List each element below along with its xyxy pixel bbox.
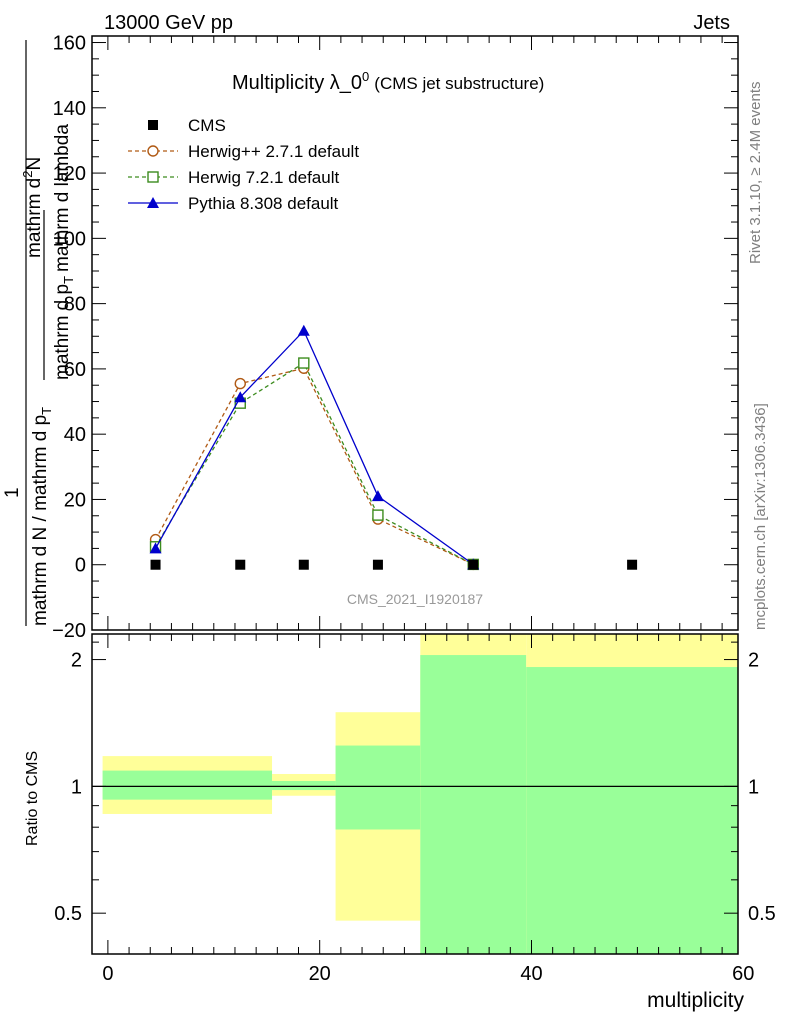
ratio-y-label: Ratio to CMS: [24, 751, 41, 846]
y-tick-label: −20: [52, 620, 86, 642]
y-tick-label: 100: [53, 228, 86, 250]
data-point: [150, 559, 161, 570]
y-label-right-den-b: mathrm d lambda: [52, 124, 73, 272]
ratio-y-tick-label: 1: [71, 776, 82, 798]
y-tick-label: 20: [64, 489, 86, 511]
data-point: [468, 559, 479, 570]
y-label-denominator-text: mathrm d N / mathrm d p: [30, 415, 51, 626]
data-point: [372, 509, 384, 521]
legend-marker: [148, 120, 158, 130]
data-point: [371, 490, 384, 502]
legend-label: Pythia 8.308 default: [188, 194, 339, 213]
main-panel-series: [149, 324, 638, 571]
y-tick-label: 0: [75, 555, 86, 577]
ratio-y-tick-label: 0.5: [54, 903, 82, 925]
y-tick-label: 40: [64, 424, 86, 446]
main-y-axis-label: 1 mathrm d N / mathrm d pT mathrm d2N ma…: [2, 40, 76, 626]
y-label-right-num-b: N: [24, 157, 45, 171]
data-point: [149, 542, 162, 554]
data-point: [297, 324, 310, 336]
data-point: [235, 559, 246, 570]
ratio-band-inner: [335, 745, 421, 830]
data-point: [298, 559, 309, 570]
analysis-watermark: CMS_2021_I1920187: [347, 591, 483, 607]
y-tick-label: 60: [64, 359, 86, 381]
y-tick-label: 160: [53, 33, 86, 55]
series-pythia-8-308-default: [149, 324, 480, 570]
legend-entry-cms: CMS: [148, 116, 226, 135]
legend-marker: [147, 197, 159, 208]
legend-entry-herwig-2-7-1-default: Herwig++ 2.7.1 default: [128, 142, 359, 161]
series-herwig-2-7-1-default: [149, 362, 479, 571]
chart-title-sup: 0: [362, 69, 369, 84]
legend-label: Herwig 7.2.1 default: [188, 168, 339, 187]
legend-marker: [147, 145, 159, 157]
header-left: 13000 GeV pp: [104, 12, 233, 34]
y-label-right-den-a: mathrm d p: [52, 284, 73, 380]
ratio-y-tick-label: 2: [71, 650, 82, 672]
y-label-denominator-sub: T: [39, 407, 54, 415]
legend-entry-herwig-7-2-1-default: Herwig 7.2.1 default: [128, 168, 339, 187]
legend-entry-pythia-8-308-default: Pythia 8.308 default: [128, 194, 339, 213]
y-tick-label: 140: [53, 98, 86, 120]
y-label-numerator: 1: [2, 487, 23, 498]
chart-title: Multiplicity λ_00 (CMS jet substructure): [232, 69, 544, 94]
x-axis-label: multiplicity: [647, 989, 744, 1012]
y-label-right-num-sup: 2: [20, 171, 35, 178]
main-panel-ticks: −20 0 20 40 60 80 100 120 140 160: [52, 33, 738, 642]
ratio-band-inner: [272, 780, 336, 791]
series-line: [154, 329, 474, 565]
x-tick-label: 40: [520, 963, 542, 985]
x-tick-label: 0: [102, 963, 113, 985]
y-tick-label: 80: [64, 294, 86, 316]
x-tick-label: 60: [732, 963, 754, 985]
ratio-band-inner: [420, 655, 527, 954]
ratio-panel-ticks: 0.5 0.51 12 20 20 40 60: [54, 634, 776, 985]
y-label-right-num-a: mathrm d: [24, 178, 45, 258]
chart-subtitle: (CMS jet substructure): [374, 74, 544, 93]
data-point: [298, 357, 310, 369]
ratio-panel-frame: [91, 633, 739, 955]
chart-title-main: Multiplicity λ_0: [232, 72, 362, 94]
ratio-y-tick-label-right: 2: [748, 650, 759, 672]
legend-label: CMS: [188, 116, 226, 135]
legend: CMS Herwig++ 2.7.1 default Herwig 7.2.1 de…: [128, 116, 359, 213]
side-label-rivet: Rivet 3.1.10, ≥ 2.4M events: [747, 82, 764, 265]
main-panel-frame: [91, 35, 739, 631]
legend-marker: [147, 171, 159, 183]
data-point: [627, 559, 638, 570]
ratio-panel-bands: [92, 634, 738, 954]
y-label-right-denominator: mathrm d pTmathrm d lambda: [52, 124, 76, 380]
data-point: [234, 377, 246, 390]
series-cms: [150, 559, 638, 570]
ratio-band-inner: [102, 770, 273, 800]
side-label-mcplots: mcplots.cern.ch [arXiv:1306.3436]: [752, 403, 769, 630]
y-label-right-den-sub: T: [61, 276, 76, 284]
y-tick-label: 120: [53, 163, 86, 185]
data-point: [372, 559, 383, 570]
y-label-right-numerator: mathrm d2N: [20, 157, 45, 258]
ratio-band-inner: [526, 667, 738, 954]
data-point: [234, 391, 247, 403]
x-tick-label: 20: [309, 963, 331, 985]
header-right: Jets: [693, 12, 730, 34]
legend-label: Herwig++ 2.7.1 default: [188, 142, 359, 161]
ratio-y-tick-label-right: 1: [748, 776, 759, 798]
y-label-denominator: mathrm d N / mathrm d pT: [30, 407, 54, 626]
ratio-y-tick-label-right: 0.5: [748, 903, 776, 925]
